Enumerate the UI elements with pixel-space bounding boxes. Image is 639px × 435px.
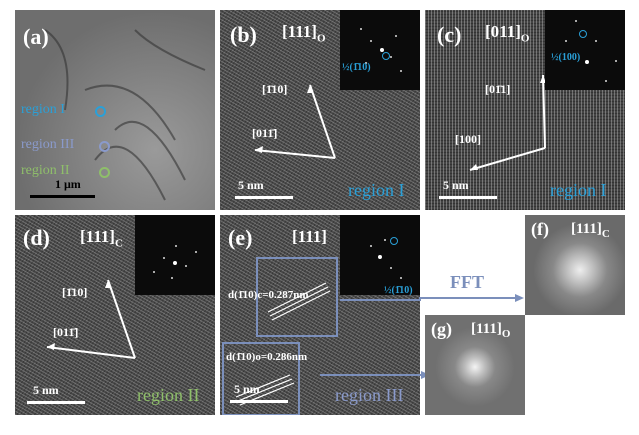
zone-axis-d: [111]C <box>80 227 123 250</box>
panel-d-hrtem-image: (d) [111]C [1̄10] [011̄] 5 nm region II <box>15 215 215 415</box>
panel-label-c: (c) <box>437 22 462 47</box>
d-spacing-cubic: d(1̄10)c=0.287nm <box>228 289 309 301</box>
zone-axis-f: [111]C <box>571 221 610 240</box>
region-i-marker <box>95 106 106 117</box>
region-ii-marker <box>99 167 110 178</box>
region-label-d: region II <box>137 385 200 405</box>
panel-label-g: (g) <box>431 319 452 339</box>
spot-label-b: ½(1̄10) <box>342 62 371 73</box>
panel-a-tem-image: (a) region I region III region II 1 μm <box>15 10 215 210</box>
region-iii-marker <box>99 141 110 152</box>
direction-2-d: [011̄] <box>53 325 79 339</box>
diffraction-inset-e <box>340 215 420 295</box>
panel-label-e: (e) <box>228 225 253 250</box>
direction-arrows <box>469 74 546 171</box>
spot-label-c: ½(100) <box>551 52 581 63</box>
panel-g-fft-image: (g) [111]O <box>425 315 525 415</box>
scale-bar <box>30 195 95 198</box>
panel-b-hrtem-image: (b) [111]O [1̄10] [011̄] ½(1̄10) 5 nm re… <box>220 10 420 210</box>
zone-axis-e: [111] <box>292 227 327 246</box>
direction-1-b: [1̄10] <box>262 82 288 96</box>
panel-label-f: (f) <box>531 219 549 239</box>
panel-label-a: (a) <box>23 24 49 49</box>
scale-bar-label: 1 μm <box>55 177 81 191</box>
region-iii-label: region III <box>21 137 75 152</box>
diffraction-inset-b: ½(1̄10) <box>340 10 420 90</box>
scale-bar-label: 5 nm <box>234 382 260 396</box>
zone-axis-b: [111]O <box>282 22 326 45</box>
bend-contours <box>44 29 206 201</box>
region-box-orthorhombic <box>222 342 300 415</box>
scale-bar-label: 5 nm <box>238 178 264 192</box>
spot-label-e: ½(1̄10) <box>384 285 413 296</box>
zone-axis-c: [011]O <box>485 22 530 45</box>
scale-bar-label: 5 nm <box>33 383 59 397</box>
panel-label-d: (d) <box>23 225 50 250</box>
direction-arrows <box>46 279 136 359</box>
panel-e-hrtem-image: (e) [111] ½(1̄10) d(1̄10)c=0.287nm d(1̄1… <box>220 215 420 415</box>
diffraction-inset-d <box>135 215 215 295</box>
region-label-e: region III <box>335 385 404 405</box>
scale-bar <box>439 196 497 199</box>
direction-1-d: [1̄10] <box>62 285 88 299</box>
scale-bar <box>230 400 288 403</box>
panel-f-fft-image: (f) [111]C <box>525 215 625 315</box>
scale-bar <box>235 196 293 199</box>
zone-axis-g: [111]O <box>471 321 511 340</box>
fft-label: FFT <box>450 272 484 292</box>
spot-marker <box>382 52 390 60</box>
region-i-label: region I <box>21 102 65 117</box>
direction-1-c: [01̄1] <box>485 82 511 96</box>
d-spacing-orthorhombic: d(1̄10)o=0.286nm <box>226 351 308 363</box>
region-label-c: region I <box>550 180 607 200</box>
region-label-b: region I <box>348 180 405 200</box>
direction-2-c: [100] <box>455 132 481 146</box>
panel-c-hrtem-image: (c) [011]O [01̄1] [100] ½(100) 5 nm regi… <box>425 10 625 210</box>
diffraction-inset-c: ½(100) <box>545 10 625 90</box>
scale-bar <box>27 401 85 404</box>
panel-label-b: (b) <box>230 22 257 47</box>
direction-2-b: [011̄] <box>252 126 278 140</box>
region-ii-label: region II <box>21 163 70 178</box>
direction-arrows <box>254 84 336 159</box>
scale-bar-label: 5 nm <box>443 178 469 192</box>
lattice-fringe-lines <box>235 282 331 406</box>
